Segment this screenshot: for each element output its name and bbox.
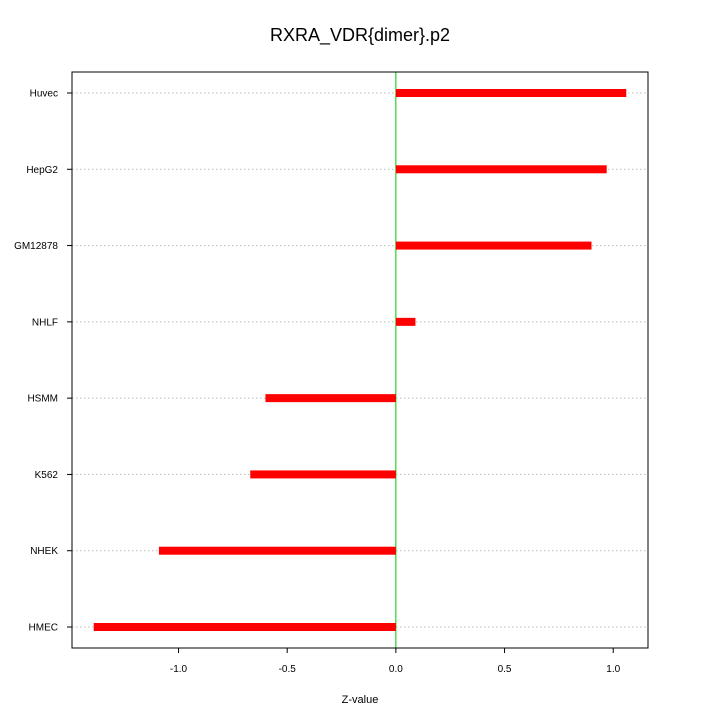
x-tick-label: 1.0 [606,664,620,675]
y-tick-label: NHLF [32,317,58,328]
y-tick-label: HSMM [27,394,58,405]
y-tick-label: GM12878 [14,241,58,252]
y-tick-label: HMEC [29,623,58,634]
plot-area-frame [71,71,649,649]
y-tick-label: HepG2 [26,165,58,176]
bar-k562 [250,470,396,479]
x-tick-label: -1.0 [170,664,188,675]
bar-nhlf [395,317,416,326]
x-tick-label: 0.0 [389,664,403,675]
y-tick-label: NHEK [30,546,58,557]
bar-hepg2 [395,165,607,174]
bars [93,89,627,631]
x-tick-label: 0.5 [498,664,512,675]
chart-title: RXRA_VDR{dimer}.p2 [270,25,450,46]
bar-hmec [93,623,396,631]
bar-gm12878 [395,241,592,250]
y-tick-label: K562 [35,470,59,481]
x-axis: -1.0 -0.5 0.0 0.5 1.0 [170,648,621,675]
y-axis: Huvec HepG2 GM12878 NHLF HSMM K562 NHEK HMEC [14,89,72,634]
bar-nhek [158,546,396,555]
y-tick-label: Huvec [30,89,58,100]
x-tick-label: -0.5 [279,664,297,675]
bar-huvec [395,89,627,97]
bar-hsmm [265,394,396,403]
x-axis-title: Z-value [342,694,379,706]
